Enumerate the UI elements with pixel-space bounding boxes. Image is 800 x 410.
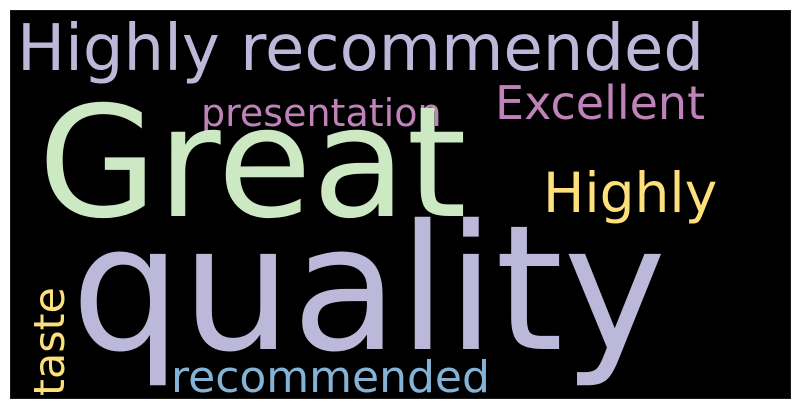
word-great: Great (38, 74, 467, 253)
word-recommended: recommended (171, 352, 490, 399)
word-excellent: Excellent (495, 76, 706, 130)
word-highly: Highly (543, 161, 718, 225)
word-presentation: presentation (201, 91, 442, 135)
word-cloud-canvas: Highly recommended Excellent presentatio… (10, 10, 791, 399)
word-highly-recommended: Highly recommended (17, 12, 704, 86)
word-taste: taste (25, 287, 75, 396)
word-quality: quality (71, 188, 667, 391)
